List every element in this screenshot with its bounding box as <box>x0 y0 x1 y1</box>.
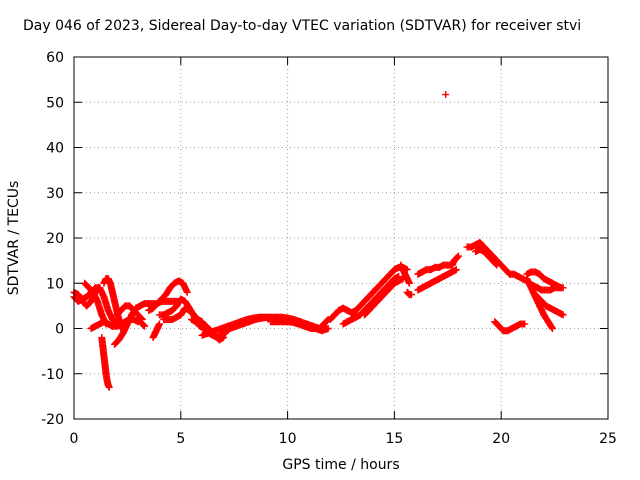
data-point <box>442 91 450 99</box>
data-point <box>324 325 332 332</box>
data-point <box>493 261 501 269</box>
series-track-z <box>448 252 462 269</box>
series-track-k <box>145 277 191 314</box>
data-point <box>492 260 500 268</box>
y-tick-label: 30 <box>46 186 64 202</box>
series-track-ag <box>529 288 567 319</box>
series-track-ad <box>523 268 565 292</box>
data-point <box>155 320 163 328</box>
data-point <box>453 254 461 262</box>
series-track-s <box>326 263 411 323</box>
x-tick-label: 0 <box>70 431 79 447</box>
x-tick-label: 25 <box>599 431 617 447</box>
data-point <box>139 321 147 329</box>
data-point <box>405 279 413 287</box>
data-point <box>140 321 148 329</box>
series-track-x <box>414 266 460 294</box>
data-point <box>454 252 462 260</box>
data-point <box>454 253 462 261</box>
x-tick-label: 15 <box>385 431 403 447</box>
series-track-u <box>360 275 407 319</box>
y-axis-label: SDTVAR / TECUs <box>6 180 22 296</box>
y-tick-label: -10 <box>41 367 64 383</box>
x-tick-label: 20 <box>492 431 510 447</box>
series-track-i <box>134 315 148 330</box>
chart-title: Day 046 of 2023, Sidereal Day-to-day VTE… <box>23 18 582 34</box>
series-track-q <box>267 318 332 335</box>
y-tick-label: 0 <box>55 322 64 338</box>
series-track-r <box>316 315 332 332</box>
data-point <box>521 320 529 328</box>
data-point <box>452 266 460 274</box>
data-point <box>559 311 567 319</box>
axis-ticks: -20 -10 0 10 20 30 40 50 60 0 5 10 15 20 25 <box>41 50 617 447</box>
data-point <box>96 284 104 292</box>
y-tick-label: -20 <box>41 412 64 428</box>
series-track-w <box>403 288 415 299</box>
series-track-j <box>149 320 163 342</box>
y-tick-label: 60 <box>46 50 64 66</box>
series-track-v <box>397 261 413 287</box>
x-axis-label: GPS time / hours <box>282 457 400 473</box>
data-point <box>548 323 556 331</box>
data-point <box>95 285 103 293</box>
data-point <box>105 383 113 391</box>
series-track-d <box>98 334 113 391</box>
series-track-ac <box>491 318 529 335</box>
x-tick-label: 5 <box>176 431 185 447</box>
y-tick-label: 20 <box>46 231 64 247</box>
data-point <box>140 322 148 330</box>
data-point <box>183 288 191 296</box>
y-tick-label: 10 <box>46 276 64 292</box>
series-track-ab <box>472 245 501 269</box>
x-tick-label: 10 <box>279 431 297 447</box>
y-tick-label: 40 <box>46 141 64 157</box>
series-track-c <box>81 279 110 328</box>
data-point <box>559 284 567 292</box>
grid-lines <box>74 57 608 419</box>
data-point <box>548 325 556 332</box>
series-track-t <box>339 272 403 328</box>
data-point <box>407 291 415 299</box>
y-tick-label: 50 <box>46 95 64 111</box>
data-points <box>70 91 567 391</box>
